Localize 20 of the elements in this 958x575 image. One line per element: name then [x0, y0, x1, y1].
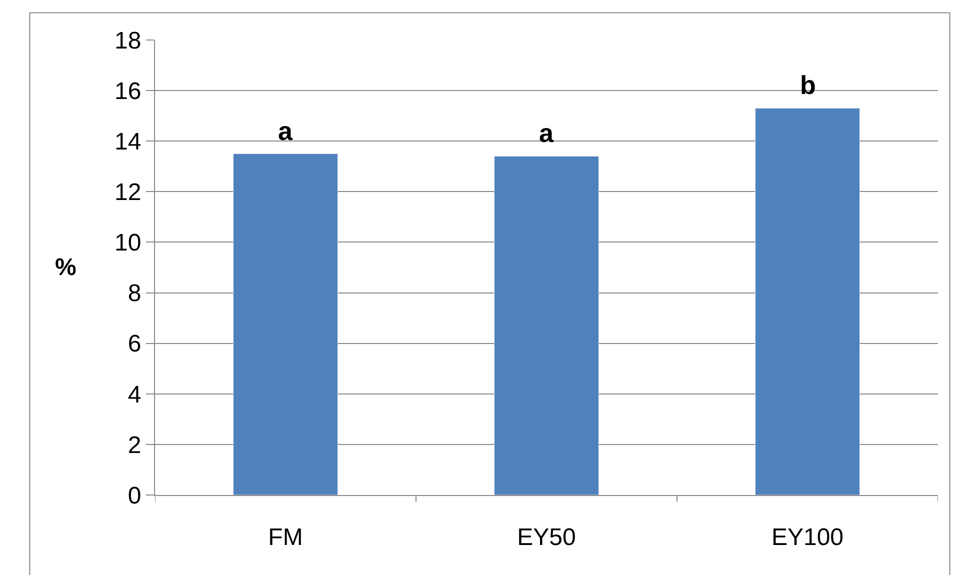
annotation: a	[278, 116, 293, 146]
y-axis-title: %	[55, 254, 76, 281]
y-tick-label: 6	[128, 330, 142, 358]
y-tick-label: 16	[114, 78, 142, 105]
x-tick-label: EY50	[517, 524, 576, 551]
annotation: a	[539, 118, 554, 148]
bar	[233, 154, 338, 495]
y-tick-label: 4	[128, 381, 142, 408]
y-tick-label: 0	[128, 482, 142, 510]
y-tick-label: 10	[114, 230, 142, 257]
y-tick-label: 18	[114, 27, 142, 54]
bar	[494, 156, 599, 495]
x-tick-label: FM	[268, 524, 303, 551]
y-tick-label: 14	[114, 128, 142, 156]
x-tick-label: EY100	[771, 524, 844, 551]
annotation: b	[800, 70, 816, 100]
bar	[755, 108, 860, 495]
y-tick-label: 8	[128, 280, 142, 308]
y-tick-label: 12	[114, 179, 142, 206]
y-tick-label: 2	[128, 432, 142, 459]
